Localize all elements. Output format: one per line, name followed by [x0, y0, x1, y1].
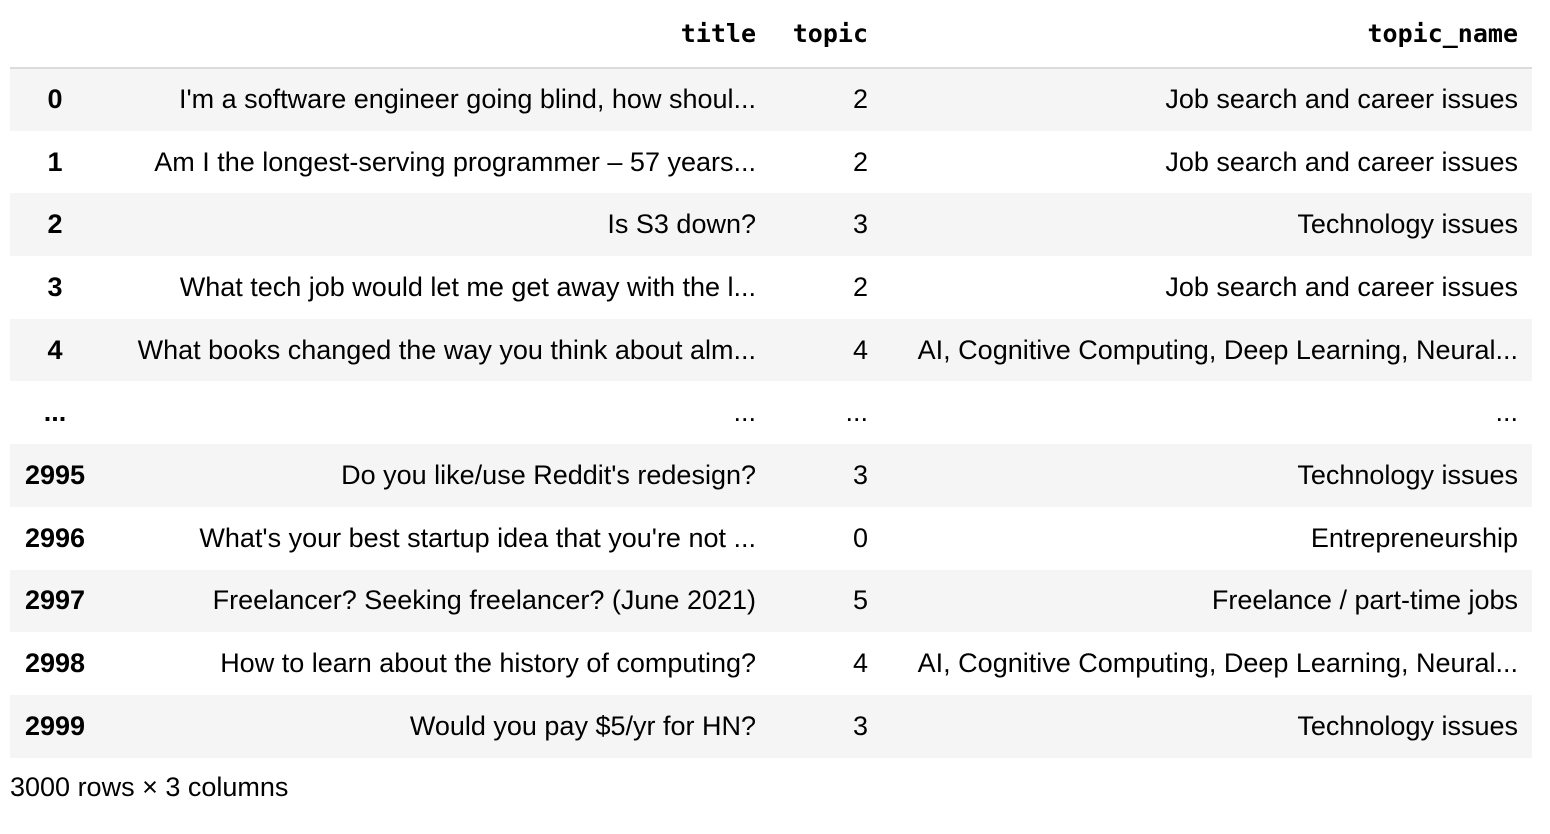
- cell-topic: 2: [852, 271, 868, 302]
- cell-topic: 0: [852, 522, 868, 553]
- row-index: 2997: [24, 585, 86, 616]
- cell-title: I'm a software engineer going blind, how…: [179, 84, 756, 115]
- header-topic-name: topic_name: [882, 0, 1532, 69]
- row-index: 1: [47, 146, 63, 177]
- cell-topic-name: Entrepreneurship: [1310, 522, 1518, 553]
- table-row: 2998 How to learn about the history of c…: [10, 632, 1532, 695]
- table-row: 2 Is S3 down? 3 Technology issues: [10, 193, 1532, 257]
- table-header: title topic topic_name: [10, 0, 1532, 69]
- row-index: 2995: [24, 459, 86, 490]
- dataframe-table: title topic topic_name 0 I'm a software …: [10, 0, 1532, 758]
- cell-topic-name: AI, Cognitive Computing, Deep Learning, …: [917, 334, 1518, 365]
- cell-title: Is S3 down?: [607, 209, 756, 240]
- row-index: 2998: [24, 648, 86, 679]
- cell-topic-name: Job search and career issues: [1165, 271, 1518, 302]
- cell-topic-name: Job search and career issues: [1165, 146, 1518, 177]
- cell-topic-name: Technology issues: [1297, 459, 1518, 490]
- table-row: 0 I'm a software engineer going blind, h…: [10, 68, 1532, 131]
- cell-title: Freelancer? Seeking freelancer? (June 20…: [212, 585, 756, 616]
- table-row: 2996 What's your best startup idea that …: [10, 506, 1532, 570]
- cell-title: What books changed the way you think abo…: [137, 334, 756, 365]
- cell-topic: 4: [852, 648, 868, 679]
- cell-topic: 5: [852, 585, 868, 616]
- ellipsis-row: ... ... ... ...: [10, 381, 1532, 445]
- cell-title: Would you pay $5/yr for HN?: [409, 710, 756, 741]
- header-topic: topic: [770, 0, 882, 69]
- cell-topic: ...: [845, 397, 868, 428]
- header-row: title topic topic_name: [10, 0, 1532, 69]
- table-row: 2995 Do you like/use Reddit's redesign? …: [10, 444, 1532, 507]
- header-title: title: [100, 0, 770, 69]
- row-index: 4: [47, 334, 63, 365]
- cell-topic-name: ...: [1495, 397, 1518, 428]
- cell-title: What's your best startup idea that you'r…: [199, 522, 756, 553]
- row-index: 0: [47, 84, 63, 115]
- cell-title: How to learn about the history of comput…: [220, 648, 756, 679]
- cell-topic: 4: [852, 334, 868, 365]
- cell-topic: 3: [852, 459, 868, 490]
- cell-topic-name: AI, Cognitive Computing, Deep Learning, …: [917, 648, 1518, 679]
- cell-topic-name: Technology issues: [1297, 710, 1518, 741]
- cell-topic-name: Technology issues: [1297, 209, 1518, 240]
- table-row: 4 What books changed the way you think a…: [10, 318, 1532, 382]
- cell-title: What tech job would let me get away with…: [179, 271, 756, 302]
- dataframe-shape-text: 3000 rows × 3 columns: [10, 772, 289, 802]
- row-index: 2: [47, 209, 63, 240]
- row-index: 2996: [24, 522, 86, 553]
- cell-topic-name: Job search and career issues: [1165, 84, 1518, 115]
- cell-topic: 2: [852, 84, 868, 115]
- table-row: 1 Am I the longest-serving programmer – …: [10, 130, 1532, 194]
- row-index: ...: [43, 397, 67, 428]
- cell-topic: 2: [852, 146, 868, 177]
- cell-topic-name: Freelance / part-time jobs: [1211, 585, 1518, 616]
- header-index: [10, 0, 100, 69]
- cell-title: ...: [733, 397, 756, 428]
- cell-title: Do you like/use Reddit's redesign?: [341, 459, 756, 490]
- table-row: 2997 Freelancer? Seeking freelancer? (Ju…: [10, 569, 1532, 633]
- cell-topic: 3: [852, 710, 868, 741]
- dataframe-output: title topic topic_name 0 I'm a software …: [10, 0, 1532, 758]
- row-index: 3: [47, 271, 63, 302]
- table-body: 0 I'm a software engineer going blind, h…: [10, 68, 1532, 758]
- cell-topic: 3: [852, 209, 868, 240]
- row-index: 2999: [24, 710, 86, 741]
- table-row: 3 What tech job would let me get away wi…: [10, 256, 1532, 319]
- cell-title: Am I the longest-serving programmer – 57…: [154, 146, 756, 177]
- table-row: 2999 Would you pay $5/yr for HN? 3 Techn…: [10, 694, 1532, 758]
